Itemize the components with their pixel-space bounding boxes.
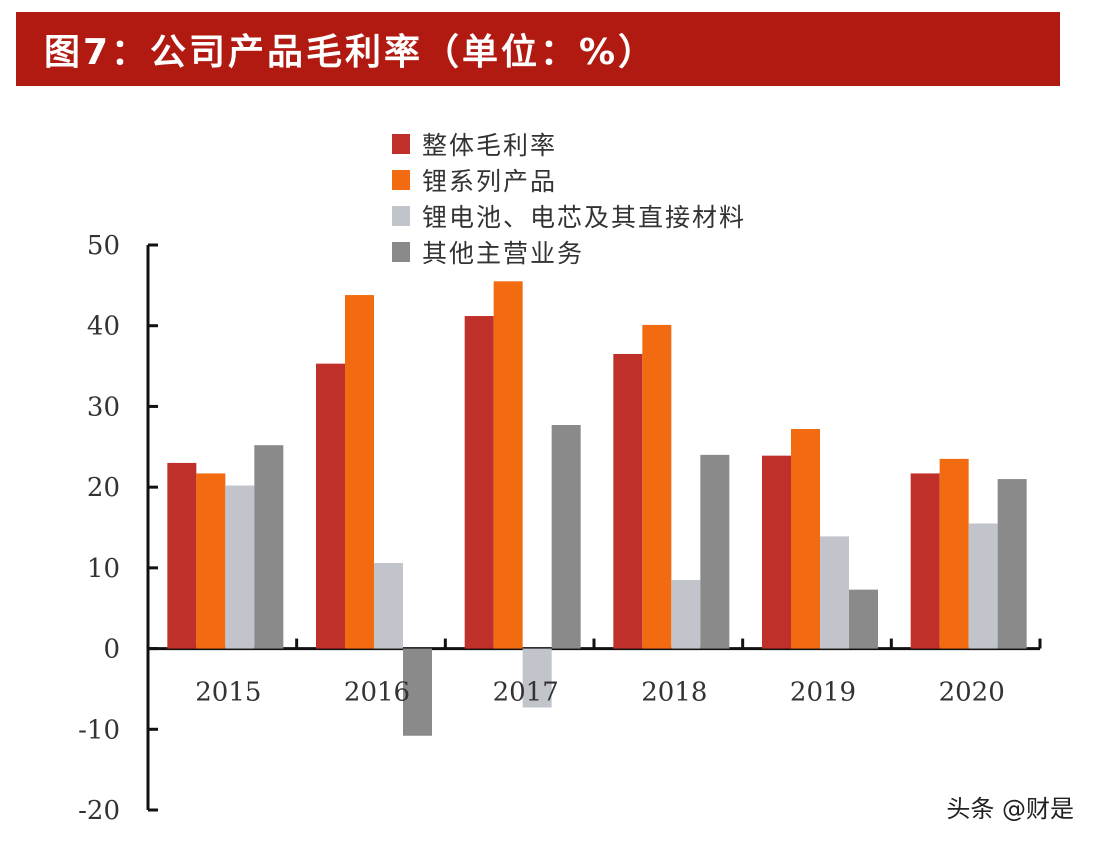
bar-2016-series-4 bbox=[403, 648, 432, 736]
x-tick-label: 2016 bbox=[344, 678, 410, 708]
legend-swatch bbox=[392, 134, 410, 154]
bar-2020-series-4 bbox=[997, 479, 1027, 649]
y-tick-labels: 50 40 30 20 10 0 -10 -20 bbox=[78, 231, 120, 826]
bar-2016-series-3 bbox=[374, 563, 403, 649]
legend-swatch bbox=[392, 206, 410, 226]
y-tick-label: 10 bbox=[87, 554, 120, 584]
bar-2020-series-2 bbox=[939, 458, 969, 649]
x-tick-label: 2018 bbox=[641, 678, 707, 708]
bar-2017-series-3 bbox=[522, 648, 552, 708]
bar-2015-series-2 bbox=[196, 473, 226, 649]
x-tick-label: 2017 bbox=[493, 678, 559, 708]
bar-2018-series-1 bbox=[613, 353, 643, 649]
x-tick-label: 2015 bbox=[195, 678, 261, 708]
legend-label: 锂电池、电芯及其直接材料 bbox=[422, 203, 746, 232]
bar-2019-series-1 bbox=[762, 455, 791, 649]
bar-2017-series-4 bbox=[551, 424, 581, 649]
bar-2020-series-3 bbox=[968, 523, 998, 649]
y-tick-label: 30 bbox=[87, 392, 120, 422]
legend-swatch bbox=[392, 242, 410, 262]
x-tick-labels: 2015 2016 2017 2018 2019 2020 bbox=[195, 678, 1005, 708]
bar-2019-series-3 bbox=[820, 536, 849, 649]
legend-swatch bbox=[392, 170, 410, 190]
y-tick-label: -10 bbox=[78, 715, 120, 745]
bar-2016-series-2 bbox=[345, 295, 374, 649]
y-tick-label: -20 bbox=[78, 796, 120, 826]
bar-2015-series-1 bbox=[167, 462, 197, 649]
legend-label: 锂系列产品 bbox=[422, 167, 557, 196]
chart-title: 图7：公司产品毛利率（单位：%） bbox=[44, 32, 658, 73]
bar-2019-series-4 bbox=[849, 589, 878, 649]
title-bar: 图7：公司产品毛利率（单位：%） bbox=[16, 12, 1060, 86]
bar-2015-series-3 bbox=[225, 485, 255, 649]
bar-2015-series-4 bbox=[254, 445, 284, 649]
y-tick-label: 40 bbox=[87, 312, 120, 342]
x-tick-label: 2020 bbox=[939, 678, 1005, 708]
bar-2020-series-1 bbox=[910, 473, 940, 649]
bar-2018-series-4 bbox=[700, 454, 730, 649]
bar-2018-series-2 bbox=[642, 324, 672, 649]
legend-label: 整体毛利率 bbox=[422, 131, 557, 160]
axes bbox=[146, 243, 1042, 812]
watermark: 头条 @财是 bbox=[946, 795, 1074, 823]
y-tick-label: 20 bbox=[87, 473, 120, 503]
y-tick-label: 50 bbox=[87, 231, 120, 261]
bar-2017-series-1 bbox=[464, 316, 494, 649]
bar-2017-series-2 bbox=[493, 281, 523, 649]
bar-2016-series-1 bbox=[316, 363, 345, 649]
bar-2018-series-3 bbox=[671, 579, 701, 649]
x-tick-label: 2019 bbox=[790, 678, 856, 708]
bar-2019-series-2 bbox=[791, 429, 820, 649]
y-tick-label: 0 bbox=[103, 635, 120, 665]
legend-label: 其他主营业务 bbox=[422, 239, 584, 268]
bars bbox=[167, 281, 1027, 736]
